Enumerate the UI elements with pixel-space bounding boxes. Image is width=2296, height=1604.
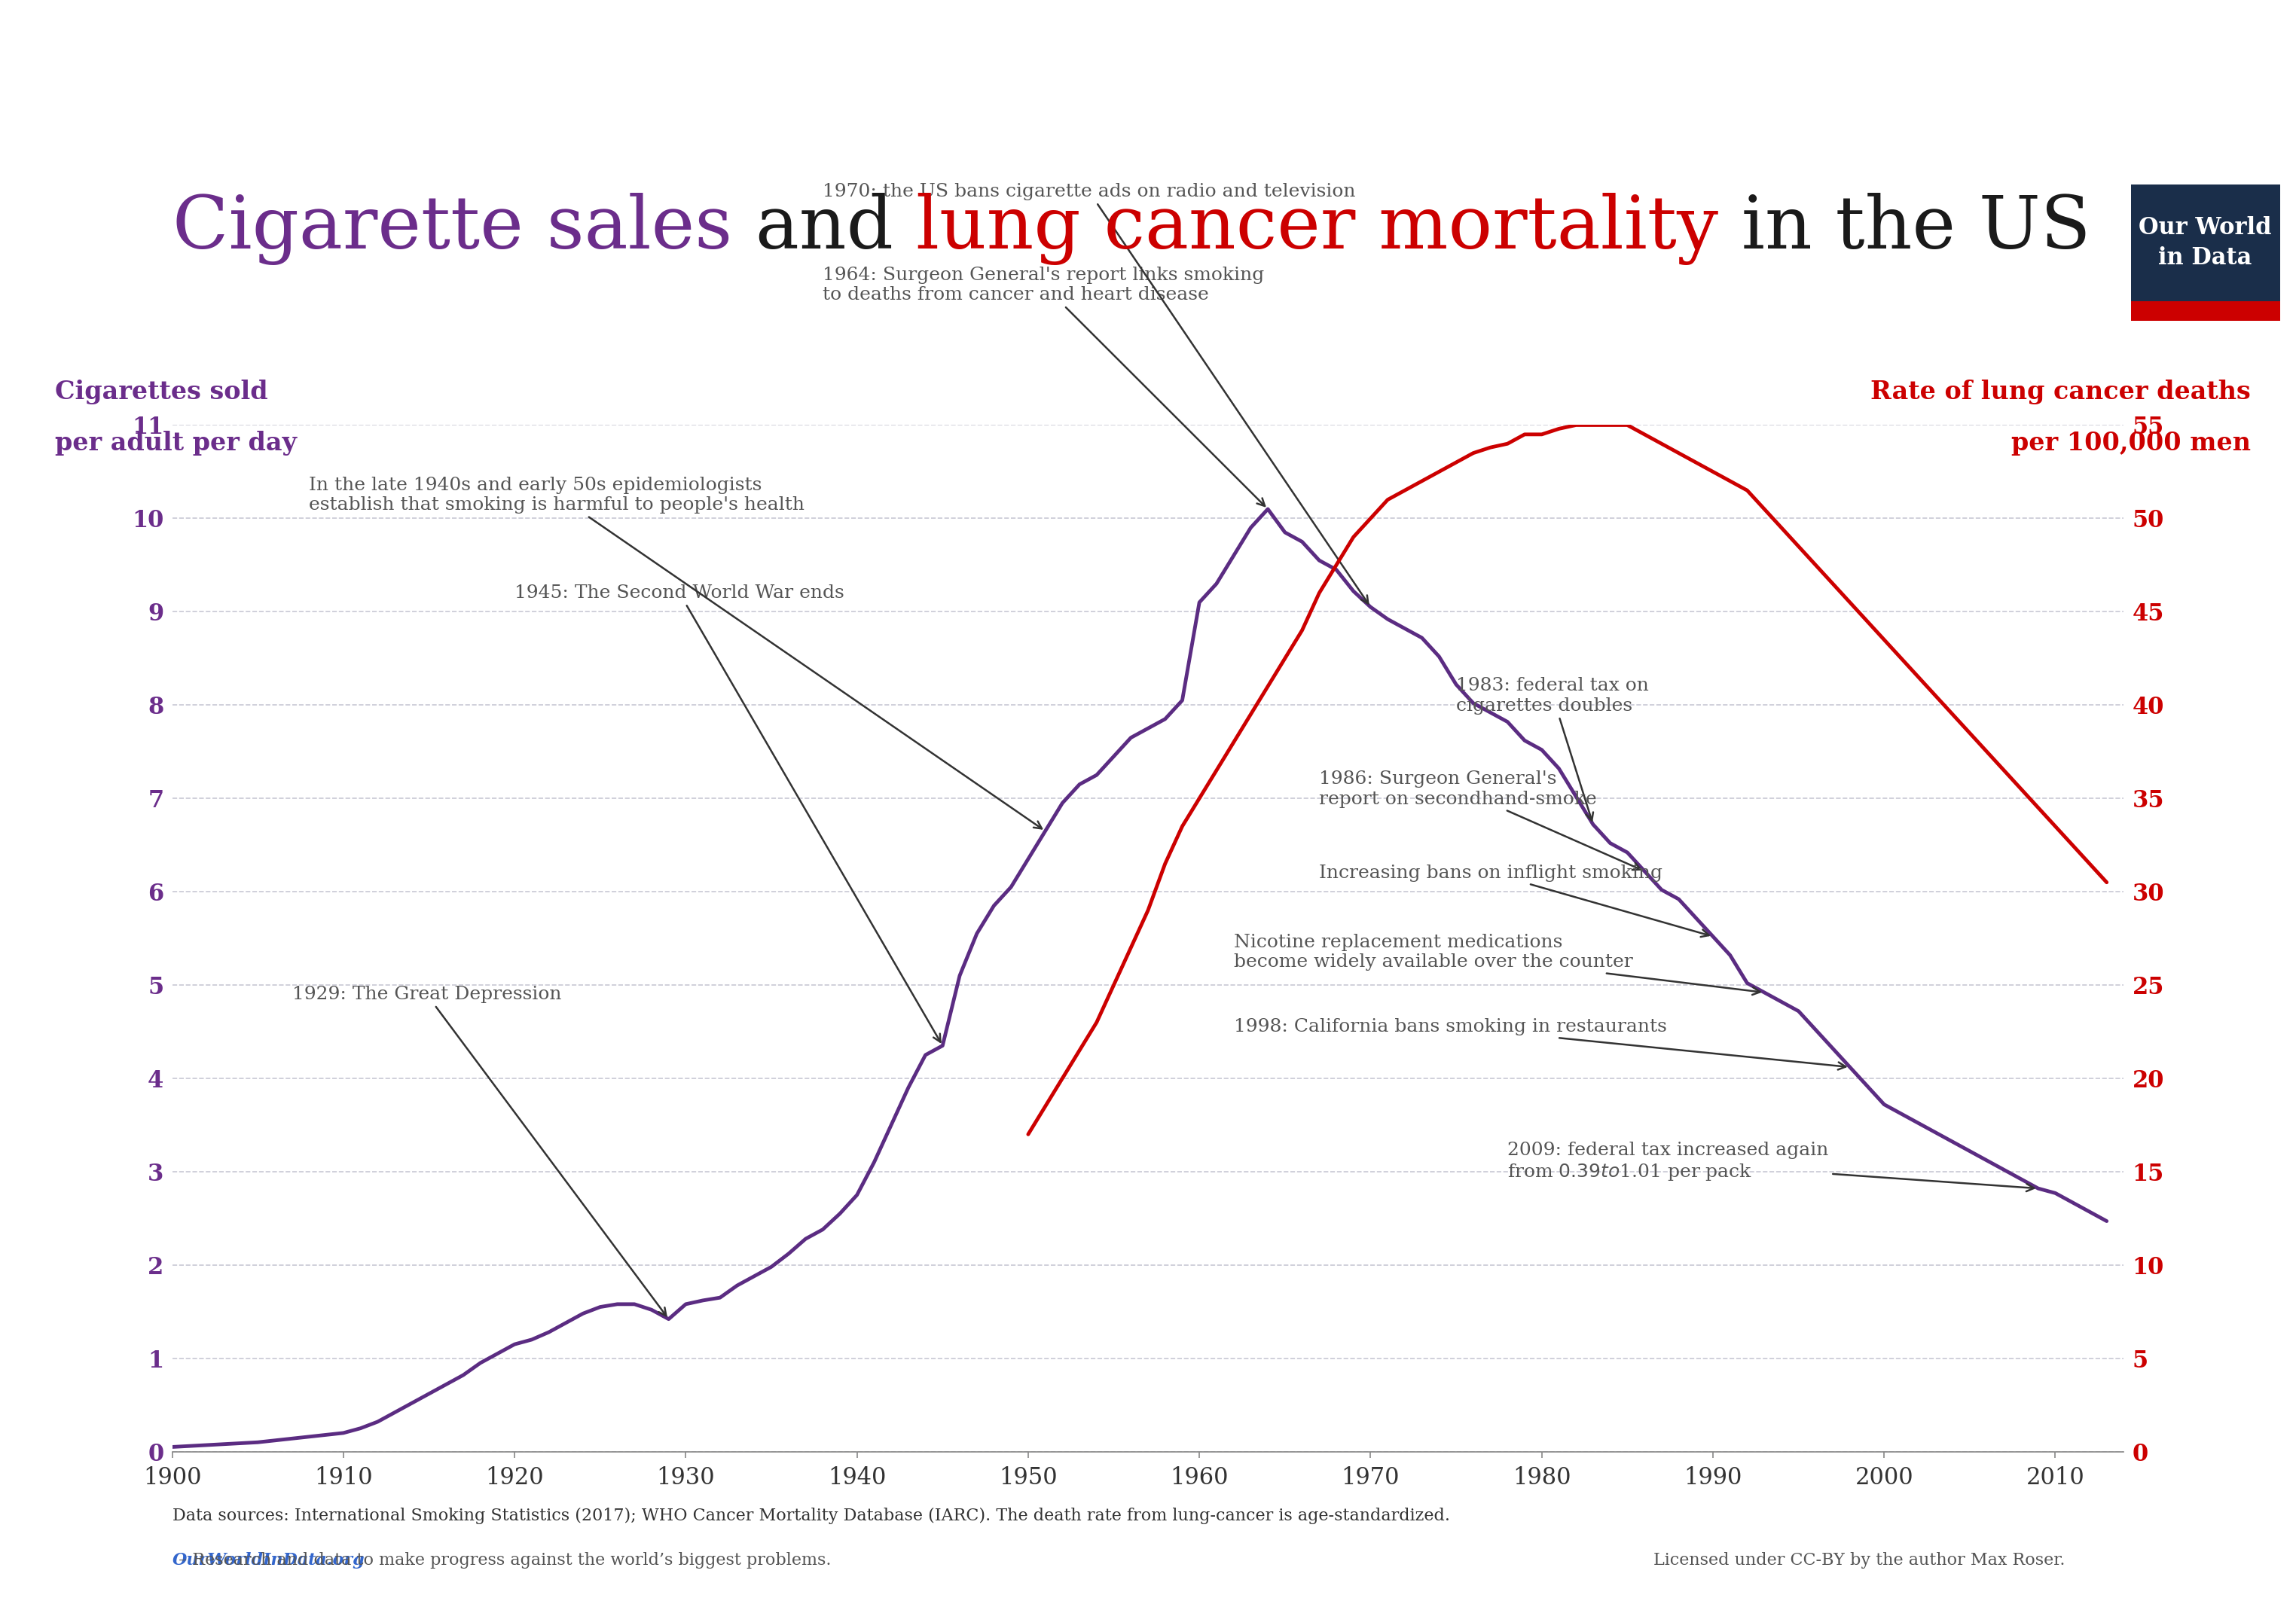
Text: Rate of lung cancer deaths: Rate of lung cancer deaths [1871, 380, 2250, 404]
Text: Licensed under CC-BY by the author Max Roser.: Licensed under CC-BY by the author Max R… [1653, 1553, 2064, 1569]
Text: 1998: California bans smoking in restaurants: 1998: California bans smoking in restaur… [1233, 1019, 1846, 1070]
Text: per adult per day: per adult per day [55, 431, 296, 456]
Text: 1986: Surgeon General's
report on secondhand-smoke: 1986: Surgeon General's report on second… [1320, 770, 1642, 869]
Text: per 100,000 men: per 100,000 men [2011, 431, 2250, 456]
Text: – Research and data to make progress against the world’s biggest problems.: – Research and data to make progress aga… [172, 1553, 831, 1569]
Text: 1945: The Second World War ends: 1945: The Second World War ends [514, 584, 941, 1043]
Text: 1964: Surgeon General's report links smoking
to deaths from cancer and heart dis: 1964: Surgeon General's report links smo… [822, 266, 1265, 507]
Text: lung cancer mortality: lung cancer mortality [916, 192, 1720, 265]
Text: Increasing bans on inflight smoking: Increasing bans on inflight smoking [1320, 865, 1708, 937]
Text: Our World
in Data: Our World in Data [2140, 217, 2271, 269]
Text: 1983: federal tax on
cigarettes doubles: 1983: federal tax on cigarettes doubles [1456, 677, 1649, 821]
Text: In the late 1940s and early 50s epidemiologists
establish that smoking is harmfu: In the late 1940s and early 50s epidemio… [310, 476, 1042, 829]
Text: Data sources: International Smoking Statistics (2017); WHO Cancer Mortality Data: Data sources: International Smoking Stat… [172, 1508, 1449, 1524]
Text: 2009: federal tax increased again
from $0.39 to $1.01 per pack: 2009: federal tax increased again from $… [1508, 1142, 2034, 1192]
Text: Cigarette sales: Cigarette sales [172, 192, 732, 265]
Text: 1929: The Great Depression: 1929: The Great Depression [292, 986, 666, 1315]
Text: and: and [732, 192, 916, 263]
Text: in the US: in the US [1720, 192, 2092, 263]
Text: Cigarettes sold: Cigarettes sold [55, 380, 269, 404]
Text: Nicotine replacement medications
become widely available over the counter: Nicotine replacement medications become … [1233, 934, 1761, 994]
Text: OurWorldInData.org: OurWorldInData.org [172, 1553, 365, 1569]
Text: 1970: the US bans cigarette ads on radio and television: 1970: the US bans cigarette ads on radio… [822, 183, 1368, 603]
